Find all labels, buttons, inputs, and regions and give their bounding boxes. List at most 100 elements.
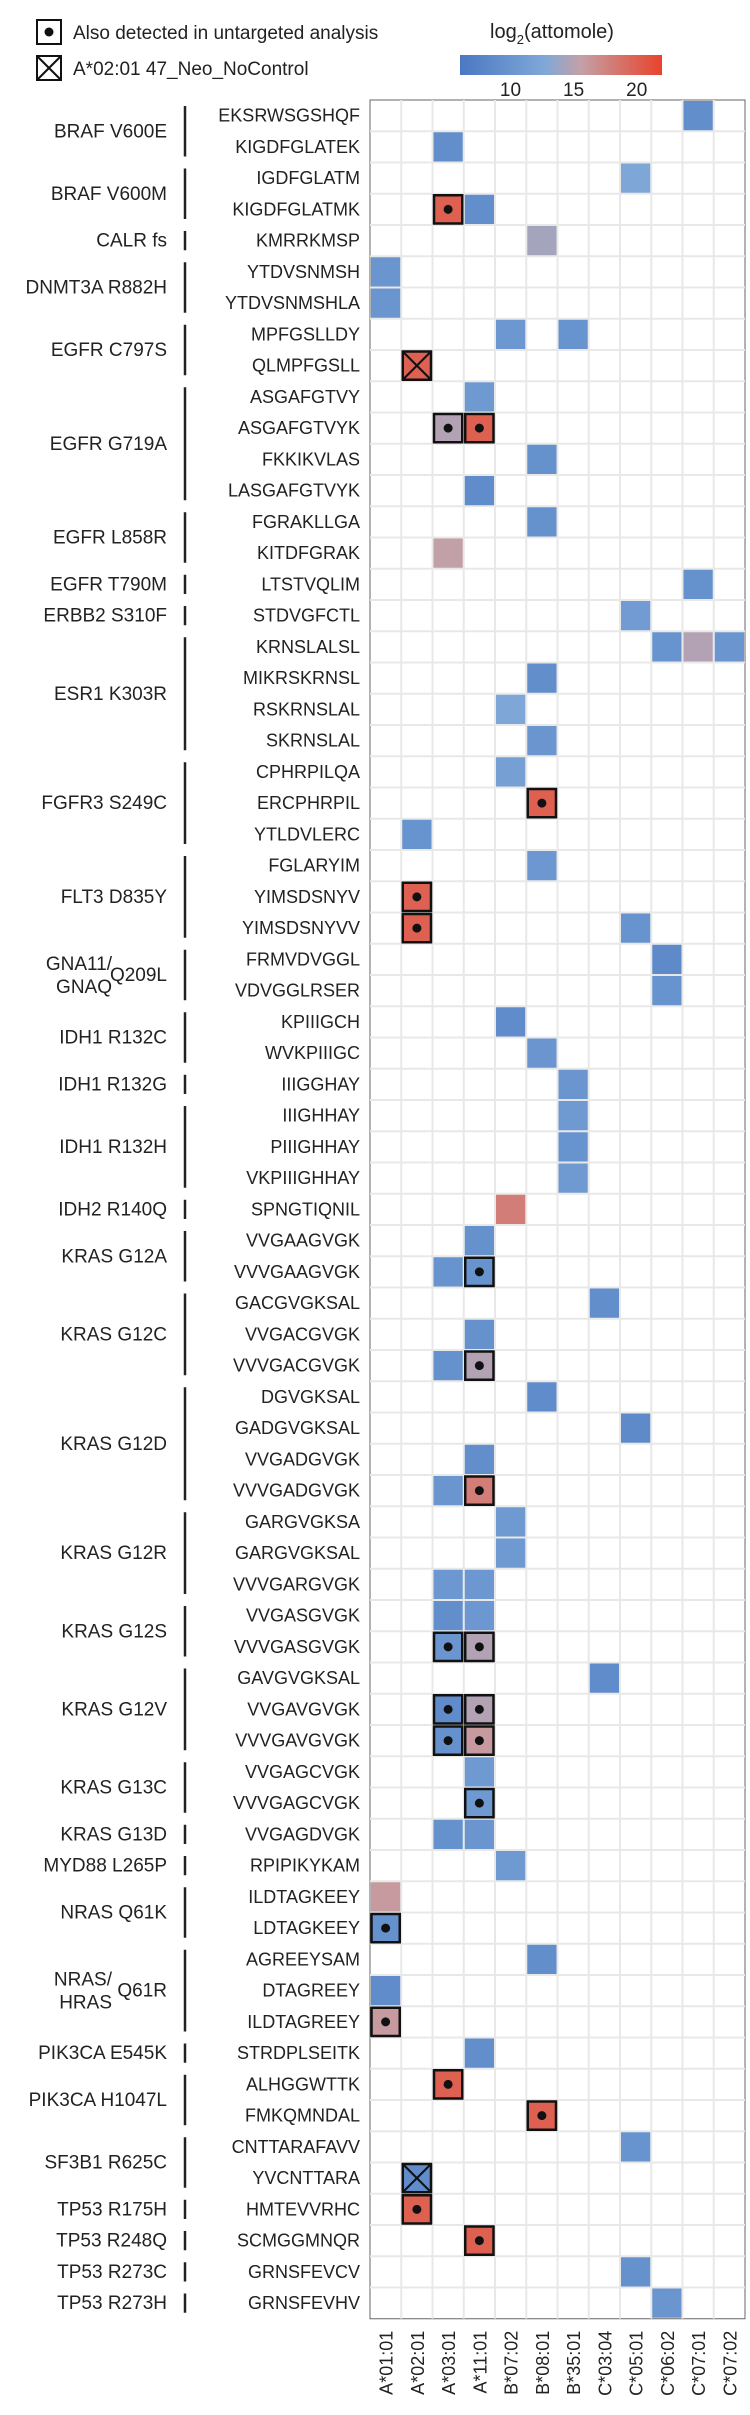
row-label: CNTTARAFAVV	[232, 2137, 360, 2157]
row-label: VVVGADGVGK	[233, 1481, 360, 1501]
group-label: CALR fs	[96, 231, 167, 252]
row-label: KMRRKMSP	[256, 231, 360, 251]
group-label: KRAS G13D	[60, 1824, 167, 1845]
heatmap-cell	[621, 913, 651, 943]
legend-detected-label: Also detected in untargeted analysis	[73, 23, 378, 44]
heatmap-cell	[714, 632, 744, 662]
row-label: STRDPLSEITK	[237, 2043, 360, 2063]
row-label: VVGADGVGK	[245, 1449, 360, 1469]
heatmap-cell	[527, 726, 557, 756]
heatmap-cell	[464, 1601, 494, 1631]
heatmap-cell	[371, 257, 401, 287]
row-label: YIMSDSNYVV	[242, 918, 360, 938]
colorbar-tick-label: 20	[626, 80, 647, 101]
row-label: KIGDFGLATEK	[235, 137, 360, 157]
group-label-suffix: Q209L	[110, 965, 167, 986]
heatmap-cell	[464, 1787, 495, 1819]
heatmap-cell	[621, 163, 651, 193]
heatmap-cell	[464, 382, 494, 412]
row-label: ASGAFGTVYK	[238, 418, 360, 438]
heatmap-cell	[496, 694, 526, 724]
heatmap-cell	[527, 226, 557, 256]
colorbar-ticks: 10 15 20	[500, 80, 647, 101]
group-label: KRAS G12V	[61, 1699, 167, 1720]
heatmap-cell	[589, 1663, 619, 1693]
heatmap-cell	[683, 569, 713, 599]
group-label: KRAS G13C	[60, 1778, 167, 1799]
column-label: C*03:04	[595, 2331, 615, 2396]
colorbar-tick-label: 10	[500, 80, 521, 101]
detected-marker	[474, 1798, 484, 1808]
heatmap-cell	[558, 1069, 588, 1099]
heatmap-cell	[683, 632, 713, 662]
group-label: MYD88 L265P	[43, 1856, 167, 1877]
heatmap-cell	[558, 1101, 588, 1131]
colorbar-tick-label: 15	[563, 80, 584, 101]
heatmap-cell	[464, 1319, 494, 1349]
row-label: GARGVGKSAL	[235, 1543, 360, 1563]
group-label: KRAS G12A	[61, 1246, 167, 1267]
row-label: KPIIIGCH	[281, 1012, 360, 1032]
colorbar-title: log2(attomole)	[490, 21, 614, 47]
group-label: TP53 R175H	[57, 2199, 167, 2220]
row-label: VVGAVGVGK	[247, 1699, 360, 1719]
heatmap-cell	[496, 1007, 526, 1037]
group-label: IDH1 R132H	[59, 1137, 167, 1158]
row-label: RPIPIKYKAM	[250, 1856, 360, 1876]
row-label: LTSTVQLIM	[261, 574, 360, 594]
row-label: RSKRNSLAL	[253, 699, 360, 719]
heatmap-cell	[371, 288, 401, 318]
heatmap-cell	[527, 1944, 557, 1974]
detected-marker	[474, 423, 484, 433]
heatmap-cell	[527, 507, 557, 537]
row-label: GACGVGKSAL	[235, 1293, 360, 1313]
group-label: TP53 R273C	[57, 2262, 167, 2283]
detected-marker	[443, 1704, 453, 1714]
group-label: TP53 R273H	[57, 2293, 167, 2314]
group-label: SF3B1 R625C	[44, 2153, 167, 2174]
detected-marker	[443, 2079, 453, 2089]
group-label: GNAQ	[56, 977, 112, 998]
row-label: FRMVDVGGL	[246, 949, 360, 969]
row-label: KITDFGRAK	[257, 543, 360, 563]
row-label: FMKQMNDAL	[245, 2106, 360, 2126]
cross-marker	[402, 2163, 432, 2193]
detected-marker	[474, 1704, 484, 1714]
legend-cross-line-b	[36, 55, 62, 81]
colorbar	[460, 55, 662, 75]
row-label: STDVGFCTL	[253, 606, 360, 626]
row-label: VVGAGDVGK	[245, 1824, 360, 1844]
row-label: VVGACGVGK	[245, 1324, 360, 1344]
row-label: YTLDVLERC	[254, 824, 360, 844]
group-label: BRAF V600E	[54, 121, 167, 142]
heatmap-cell	[433, 132, 463, 162]
row-label: YIMSDSNYV	[254, 887, 360, 907]
row-label: VVVGARGVGK	[233, 1574, 360, 1594]
detected-marker	[381, 2017, 391, 2027]
detected-marker	[443, 1642, 453, 1652]
heatmap-cell	[652, 2288, 682, 2318]
column-label: B*07:02	[502, 2331, 522, 2395]
heatmap-cell	[464, 476, 494, 506]
row-label: KIGDFGLATMK	[232, 199, 360, 219]
row-label: MPFGSLLDY	[251, 324, 360, 344]
heatmap-cell	[621, 1413, 651, 1443]
row-label: YVCNTTARA	[252, 2168, 360, 2188]
heatmap-cell	[527, 444, 557, 474]
group-label: EGFR C797S	[51, 340, 167, 361]
row-label: YTDVSNMSHLA	[225, 293, 360, 313]
row-label: SKRNSLAL	[266, 731, 360, 751]
row-label: SPNGTIQNIL	[251, 1199, 360, 1219]
heatmap-cell	[464, 1757, 494, 1787]
row-label: VVGAAGVGK	[246, 1231, 360, 1251]
group-label: PIK3CA H1047L	[29, 2090, 167, 2111]
row-label: FKKIKVLAS	[262, 449, 360, 469]
heatmap-cell	[496, 1507, 526, 1537]
legend: Also detected in untargeted analysis A*0…	[36, 19, 662, 101]
heatmap-cell	[496, 1851, 526, 1881]
row-label: IIIGGHAY	[281, 1074, 360, 1094]
group-label: PIK3CA E545K	[38, 2043, 167, 2064]
detected-marker	[474, 1642, 484, 1652]
heatmap-cell	[433, 1569, 463, 1599]
detected-marker	[412, 923, 422, 933]
